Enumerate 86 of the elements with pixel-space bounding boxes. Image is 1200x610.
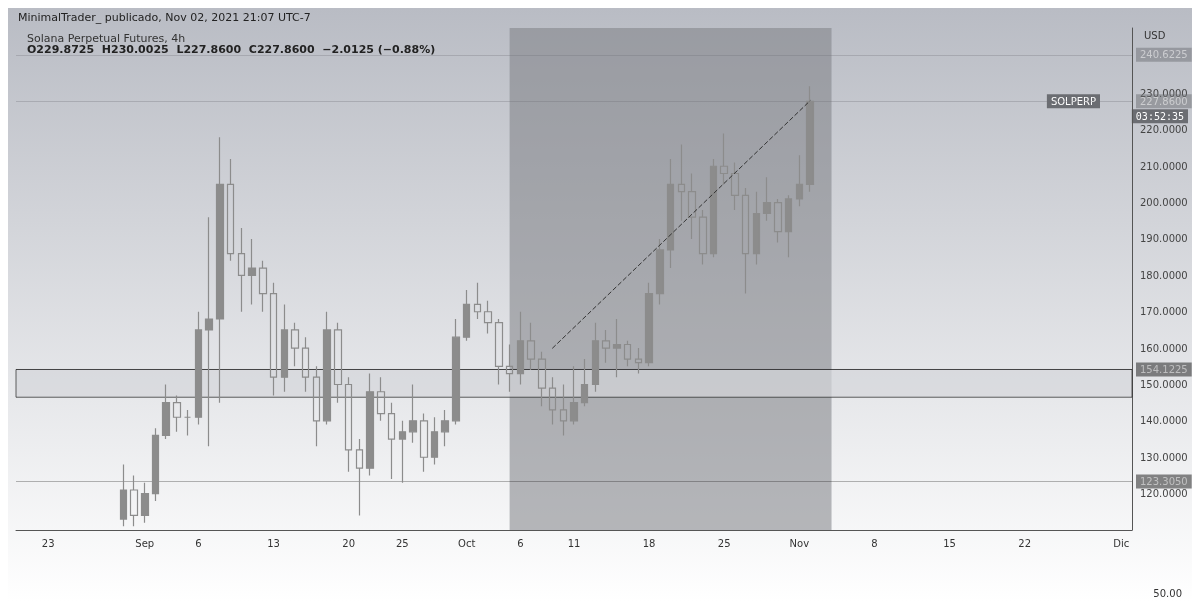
y-tick-label: 130.0000 — [1140, 451, 1188, 463]
y-tick-label: 160.0000 — [1140, 342, 1188, 354]
y-tick-label: 200.0000 — [1140, 197, 1188, 209]
x-tick-label: 23 — [41, 537, 55, 549]
candlestick — [408, 383, 418, 444]
x-tick-label: Oct — [458, 537, 476, 549]
x-tick-label: 18 — [642, 537, 656, 549]
candlestick — [387, 402, 396, 480]
x-tick-label: 13 — [267, 537, 280, 549]
candlestick — [548, 376, 557, 426]
candlestick — [762, 176, 772, 222]
candlestick — [719, 132, 729, 186]
candlestick — [237, 227, 246, 313]
candlestick — [365, 372, 375, 477]
candlestick — [140, 482, 150, 524]
x-tick-label: Dic — [1113, 537, 1130, 549]
candlestick — [773, 198, 783, 244]
candlestick — [440, 409, 450, 447]
text: 50.00 — [1153, 587, 1183, 599]
candlestick — [333, 322, 343, 404]
candlestick — [322, 311, 332, 426]
candlestick — [312, 365, 321, 447]
candlestick — [344, 376, 353, 473]
candlestick — [462, 289, 471, 342]
y-tick-label: 190.0000 — [1140, 233, 1188, 245]
candlestick — [483, 300, 493, 335]
candlestick — [301, 336, 310, 393]
candlestick — [805, 85, 815, 193]
candlestick — [269, 282, 278, 397]
x-tick-label: 6 — [195, 537, 202, 549]
candlestick — [505, 343, 514, 393]
candlestick — [355, 438, 364, 517]
text: 03:52:35 — [1135, 110, 1185, 122]
candlestick — [730, 161, 740, 211]
candlestick — [677, 143, 686, 222]
candlestick — [226, 158, 235, 262]
x-tick-label: 15 — [943, 537, 956, 549]
candlestick — [634, 347, 643, 375]
y-tick-label: 140.0000 — [1140, 415, 1188, 427]
candlestick — [290, 322, 300, 367]
x-tick-label: 20 — [342, 537, 356, 549]
x-tick-label: 25 — [395, 537, 409, 549]
candlestick — [215, 136, 225, 404]
x-tick-label: 22 — [1018, 537, 1032, 549]
x-tick-label: 8 — [871, 537, 878, 549]
chart-title: Solana Perpetual Futures, 4h — [27, 32, 186, 45]
x-tick-label: 25 — [717, 537, 731, 549]
y-tick-label: 150.0000 — [1140, 378, 1188, 390]
y-tick-label: 180.0000 — [1140, 269, 1188, 281]
ref-line-label: 154.1225 — [1140, 364, 1188, 376]
candlestick — [687, 172, 697, 240]
candlestick — [376, 376, 386, 422]
candlestick — [258, 260, 268, 313]
y-axis-title: USD — [1144, 29, 1166, 41]
candlestick — [655, 238, 665, 306]
candlestick — [569, 365, 579, 426]
candlestick — [526, 322, 536, 371]
candlestick — [129, 474, 139, 527]
candlestick — [537, 351, 547, 407]
x-tick-label: 11 — [567, 537, 581, 549]
candlestick — [247, 238, 257, 306]
x-tick-label: Sep — [135, 537, 155, 549]
annotation: SOLPERP — [1050, 95, 1097, 107]
candlestick — [741, 187, 750, 295]
x-tick-label: 6 — [517, 537, 524, 549]
candlestick — [612, 318, 622, 378]
candlestick — [204, 216, 214, 447]
candlestick — [473, 282, 482, 320]
text: MinimalTrader_ publicado, Nov 02, 2021 21:07 UTC-7 — [18, 11, 311, 24]
ref-line-label: 123.3050 — [1140, 476, 1188, 488]
candlestick — [419, 412, 429, 473]
candlestick — [183, 409, 192, 437]
candlestick — [623, 340, 632, 367]
candlestick — [172, 394, 182, 433]
y-tick-label: 170.0000 — [1140, 306, 1188, 318]
y-tick-label: 210.0000 — [1140, 160, 1188, 172]
candlestick — [494, 318, 504, 386]
y-tick-label: 120.0000 — [1140, 488, 1188, 500]
y-tick-label: 220.0000 — [1140, 124, 1188, 136]
candlestick — [698, 209, 708, 266]
candlestick — [451, 318, 461, 426]
candlestick — [601, 329, 611, 364]
candlestick — [161, 383, 171, 440]
candlestick — [644, 282, 654, 367]
x-tick-label: Nov — [789, 537, 810, 549]
candlestick — [559, 383, 568, 437]
